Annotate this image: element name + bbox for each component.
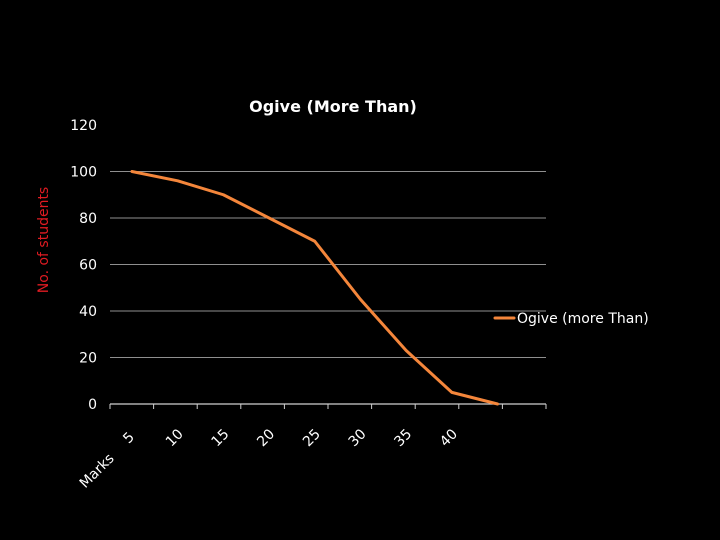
gridlines	[109, 171, 547, 409]
y-tick-label: 100	[70, 165, 97, 181]
chart-title: Ogive (More Than)	[249, 97, 417, 116]
y-tick-labels: 0 20 40 60 80 100 120	[70, 118, 97, 413]
y-axis-label: No. of students	[36, 187, 52, 293]
x-tick-label: 20	[254, 426, 278, 450]
y-tick-label: 20	[79, 351, 97, 367]
series-lines	[130, 170, 500, 406]
y-tick-label: 60	[79, 258, 97, 274]
x-tick-label: 40	[437, 426, 461, 450]
y-tick-label: 40	[79, 304, 97, 320]
y-tick-label: 0	[88, 397, 97, 413]
legend: Ogive (more Than)	[493, 311, 649, 327]
x-axis-label: Marks	[77, 451, 118, 492]
x-tick-label: 10	[163, 426, 187, 450]
series-line-0	[130, 170, 500, 406]
x-tick-label: 35	[391, 426, 415, 450]
x-tick-label: 5	[120, 429, 138, 447]
legend-label: Ogive (more Than)	[517, 311, 649, 327]
y-tick-label: 80	[79, 211, 97, 227]
x-tick-labels: 5 10 15 20 25 30 35 40	[120, 426, 461, 450]
y-tick-label: 120	[70, 118, 97, 134]
x-tick-label: 25	[300, 426, 324, 450]
x-tick-label: 30	[346, 426, 370, 450]
x-tick-label: 15	[209, 426, 233, 450]
